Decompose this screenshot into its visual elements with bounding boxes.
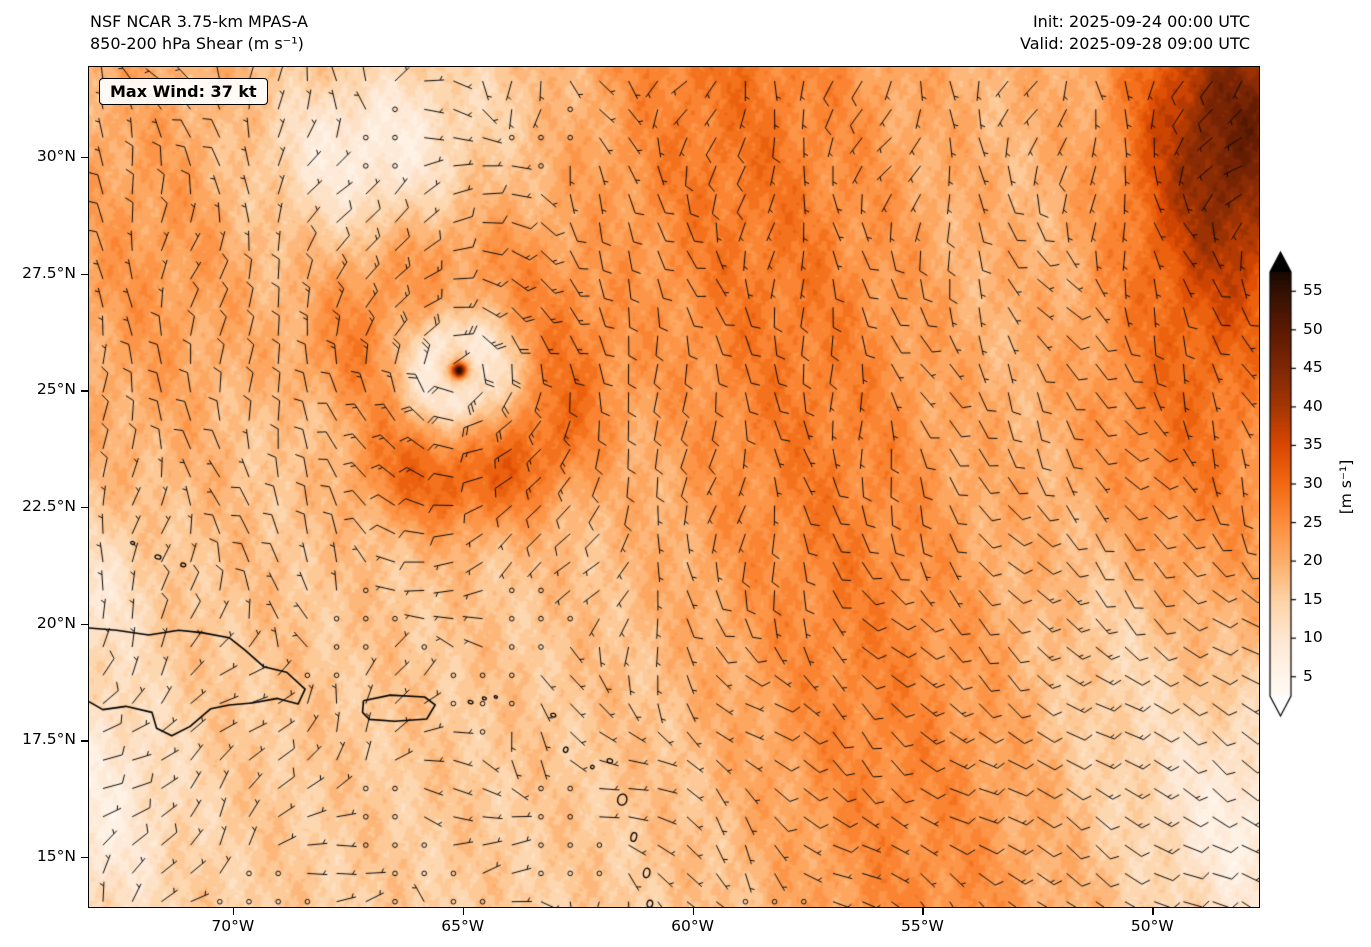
- y-tickmark: [81, 740, 88, 742]
- colorbar-tick-label: 10: [1303, 628, 1323, 647]
- x-tickmark: [462, 908, 465, 915]
- y-tickmark: [81, 273, 88, 276]
- run-times: Init: 2025-09-24 00:00 UTC Valid: 2025-0…: [1020, 11, 1250, 56]
- x-tick-label: 70°W: [211, 917, 255, 935]
- x-tick-label: 65°W: [441, 917, 485, 935]
- y-tick-label: 15°N: [36, 847, 76, 865]
- colorbar-tick-label: 25: [1303, 512, 1323, 531]
- y-tick-label: 30°N: [36, 147, 76, 165]
- map-plot: Max Wind: 37 kt: [88, 66, 1260, 908]
- y-tickmark: [81, 157, 88, 159]
- y-tick-label: 17.5°N: [22, 730, 76, 749]
- colorbar-tick-label: 15: [1303, 589, 1323, 608]
- field-title: 850-200 hPa Shear (m s⁻¹): [90, 34, 304, 54]
- colorbar-tick-label: 35: [1303, 435, 1323, 454]
- y-tick-label: 25°N: [36, 380, 76, 399]
- y-tickmark: [81, 390, 88, 392]
- y-tick-label: 27.5°N: [22, 263, 76, 282]
- y-tick-label: 22.5°N: [22, 497, 76, 515]
- colorbar-tick-label: 50: [1303, 319, 1323, 338]
- valid-time: Valid: 2025-09-28 09:00 UTC: [1019, 34, 1250, 54]
- x-tick-label: 50°W: [1130, 917, 1174, 935]
- max-wind-badge: Max Wind: 37 kt: [99, 78, 268, 105]
- x-tick-label: 60°W: [671, 917, 714, 935]
- model-title: NSF NCAR 3.75-km MPAS-A: [90, 12, 308, 31]
- y-tickmark: [81, 857, 88, 859]
- colorbar: [1266, 250, 1300, 722]
- colorbar-tick-label: 5: [1303, 666, 1313, 685]
- y-tickmark: [81, 507, 88, 509]
- x-tickmark: [692, 908, 694, 915]
- colorbar-unit-label: [m s⁻¹]: [1337, 459, 1355, 515]
- colorbar-tick-label: 55: [1303, 281, 1323, 300]
- colorbar-tick-label: 20: [1303, 551, 1323, 570]
- x-tick-label: 55°W: [900, 917, 944, 935]
- colorbar-tick-label: 40: [1303, 396, 1323, 415]
- x-tickmark: [922, 908, 924, 915]
- y-tickmark: [81, 623, 88, 626]
- init-time: Init: 2025-09-24 00:00 UTC: [1032, 12, 1250, 31]
- shear-map-canvas: [89, 67, 1259, 907]
- x-tickmark: [232, 908, 235, 915]
- colorbar-tick-label: 45: [1303, 358, 1323, 377]
- figure-titles: NSF NCAR 3.75-km MPAS-A 850-200 hPa Shea…: [90, 11, 308, 56]
- colorbar-tick-label: 30: [1303, 474, 1323, 492]
- x-tickmark: [1152, 908, 1154, 915]
- y-tick-label: 20°N: [36, 613, 76, 632]
